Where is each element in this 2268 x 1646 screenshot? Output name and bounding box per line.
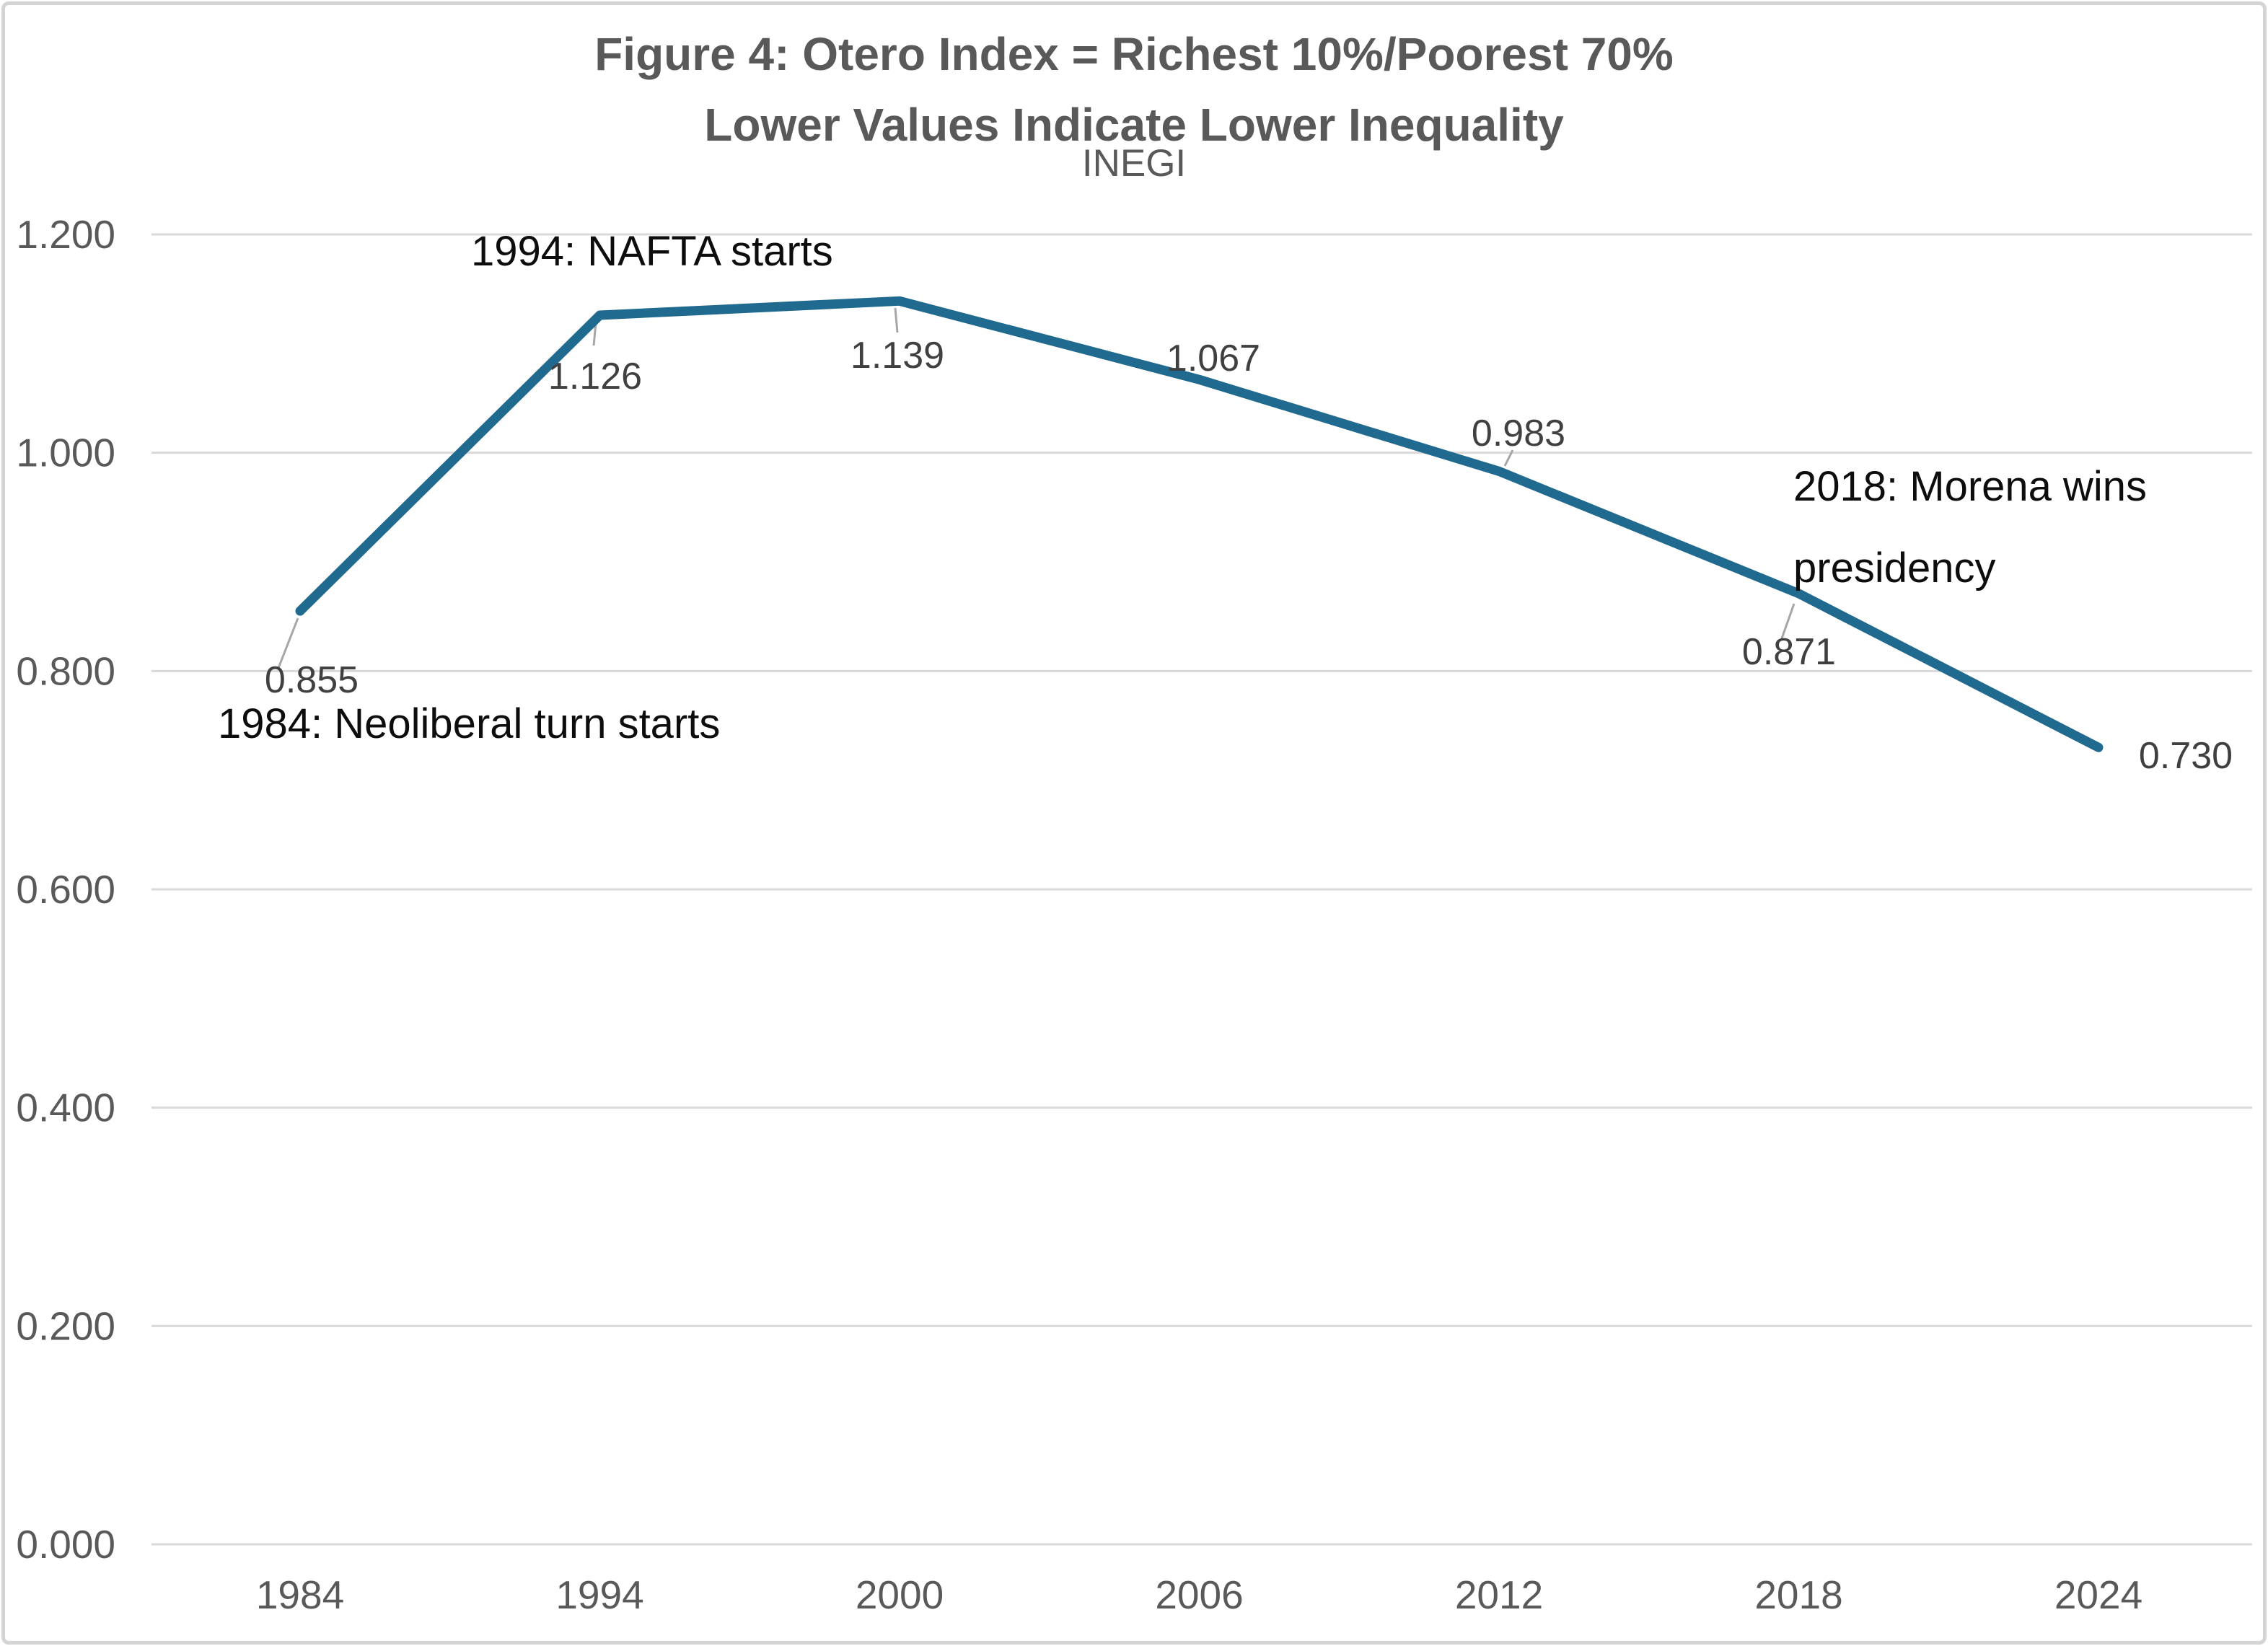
data-label: 0.855 xyxy=(265,659,359,701)
data-label: 0.730 xyxy=(2139,735,2233,777)
series-line-otero-index xyxy=(295,296,2104,752)
y-axis-tick-label: 1.200 xyxy=(16,212,115,257)
x-axis-tick-label: 2012 xyxy=(1455,1572,1543,1617)
data-label-leader-line xyxy=(1780,603,1796,639)
data-label: 1.067 xyxy=(1166,338,1260,379)
annotation-nafta: 1994: NAFTA starts xyxy=(471,228,833,275)
annotation-neoliberal: 1984: Neoliberal turn starts xyxy=(218,700,721,747)
y-axis-tick-label: 0.200 xyxy=(16,1303,115,1348)
data-label-leader-line xyxy=(592,322,597,346)
data-label-leader-line xyxy=(894,307,899,333)
chart-source-label: INEGI xyxy=(1081,142,1187,185)
annotation-morena: 2018: Morena wins presidency xyxy=(1793,463,2148,592)
y-axis-tick-label: 1.000 xyxy=(16,431,115,475)
data-label-leader-line xyxy=(277,617,299,669)
data-label: 1.139 xyxy=(850,335,944,377)
chart-subtitle: Lower Values Indicate Lower Inequality xyxy=(704,99,1564,151)
chart-title: Figure 4: Otero Index = Richest 10%/Poor… xyxy=(594,28,1674,80)
x-axis-tick-label: 2006 xyxy=(1155,1572,1243,1617)
data-label-leader-line xyxy=(1503,449,1514,467)
y-axis-tick-label: 0.600 xyxy=(16,867,115,912)
x-axis-tick-label: 2000 xyxy=(856,1572,944,1617)
x-axis-tick-label: 1984 xyxy=(256,1572,344,1617)
data-label: 0.983 xyxy=(1472,413,1565,454)
y-axis-tick-label: 0.400 xyxy=(16,1086,115,1130)
data-label: 0.871 xyxy=(1742,631,1836,673)
data-label: 1.126 xyxy=(548,356,642,397)
y-axis-tick-label: 0.800 xyxy=(16,648,115,693)
x-axis-tick-label: 2018 xyxy=(1754,1572,1842,1617)
y-axis-tick-label: 0.000 xyxy=(16,1522,115,1567)
x-axis-tick-label: 1994 xyxy=(555,1572,643,1617)
x-axis-tick-label: 2024 xyxy=(2054,1572,2142,1617)
